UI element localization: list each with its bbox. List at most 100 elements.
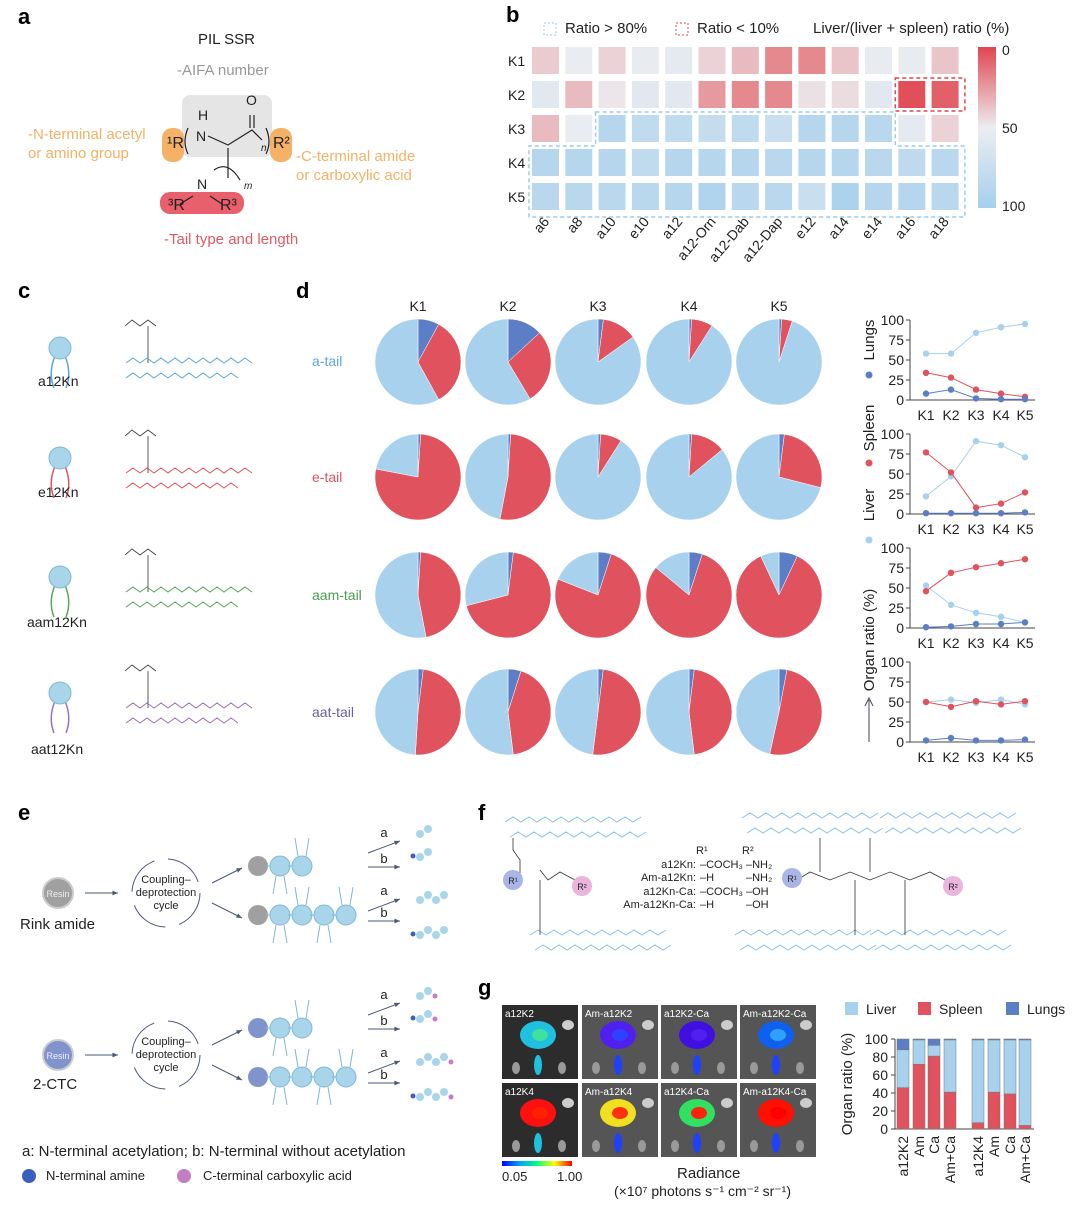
bar-a12K4-4-lungs bbox=[971, 1038, 985, 1041]
point-a-tail-lungs-K1 bbox=[922, 390, 930, 397]
point-a-tail-liver-K4 bbox=[997, 324, 1005, 331]
product-b-long-ctc-n-amine bbox=[410, 1093, 416, 1099]
heatmap-cell-K1-e10 bbox=[631, 47, 659, 74]
lungs-organ bbox=[642, 1098, 654, 1108]
legend-c-terminal-acid: C-terminal carboxylic acid bbox=[203, 1168, 352, 1183]
arrow-ctc-0-head bbox=[394, 1002, 400, 1008]
product-a-long-ctc-c-acid bbox=[448, 1059, 454, 1065]
chain-long-rink-residue bbox=[335, 904, 357, 926]
line-chart-ytick-25: 25 bbox=[888, 600, 904, 616]
point-aat-tail-spleen-K2 bbox=[947, 703, 955, 710]
tail-label: -Tail type and length bbox=[164, 231, 299, 248]
step-label-rink: a bbox=[380, 883, 388, 898]
line-chart-ytick-100: 100 bbox=[881, 654, 905, 670]
lipid-label-aam12kn: aam12Kn bbox=[27, 614, 87, 630]
point-aat-tail-spleen-K1 bbox=[922, 698, 930, 706]
r-group-r2: –NH₂ bbox=[746, 872, 773, 884]
lipid-label-a12kn: a12Kn bbox=[38, 373, 79, 389]
arrow-rink-2-head bbox=[394, 898, 400, 904]
product-a-short-ctc-c-acid bbox=[432, 993, 438, 999]
line-aam-tail-spleen bbox=[925, 558, 1026, 592]
liver-signal-core bbox=[691, 1107, 707, 1119]
point-aam-tail-liver-K1 bbox=[922, 582, 930, 589]
pie-column-label-K5: K5 bbox=[770, 298, 787, 314]
heatmap-row-label-K3: K3 bbox=[508, 121, 525, 137]
line-chart-xtick-K3: K3 bbox=[967, 749, 984, 765]
organ bbox=[638, 1140, 646, 1152]
heatmap-cell-K3-a12-Orn bbox=[698, 115, 726, 142]
ivis-label-a12K4: a12K4 bbox=[505, 1087, 534, 1098]
liver-signal-core bbox=[532, 1029, 548, 1041]
bar-category-label-Ca: Ca bbox=[926, 1136, 942, 1154]
point-aat-tail-liver-K2 bbox=[947, 696, 955, 703]
panel-label-c: c bbox=[18, 278, 31, 303]
point-aam-tail-spleen-K1 bbox=[922, 588, 930, 595]
heatmap-cell-K4-e14 bbox=[865, 149, 892, 176]
legend-high-swatch bbox=[543, 22, 557, 36]
chain-short-ctc-tail bbox=[294, 999, 310, 1019]
arrow-to-long-ctc bbox=[211, 1064, 243, 1081]
tail-highlight bbox=[160, 192, 244, 214]
footnote-ab: a: N-terminal acetylation; b: N-terminal… bbox=[22, 1143, 406, 1160]
line-chart-xtick-K1: K1 bbox=[917, 521, 934, 537]
cycle-text-rink: Coupling– bbox=[141, 874, 191, 886]
organ bbox=[717, 1140, 725, 1152]
chain-long-rink-tail bbox=[272, 924, 288, 944]
bar-legend-swatch-liver bbox=[845, 1002, 858, 1015]
point-aam-tail-liver-K2 bbox=[947, 601, 955, 608]
spleen-signal bbox=[693, 1055, 701, 1075]
bar-Am-1-spleen bbox=[912, 1063, 926, 1130]
arrow-rink-3-head bbox=[394, 918, 400, 924]
arrow-ctc-0 bbox=[367, 1002, 401, 1016]
chain-short-rink-residue bbox=[291, 855, 313, 877]
pie-slice-aam-tail-K3-spleen bbox=[554, 553, 642, 639]
line-a-tail-liver bbox=[926, 323, 1026, 355]
lungs-organ bbox=[800, 1020, 812, 1030]
step-label-ctc: b bbox=[380, 1067, 387, 1082]
r-group-name: Am-a12Kn-Ca: bbox=[623, 899, 696, 911]
heatmap-cell-K4-a12 bbox=[665, 149, 693, 176]
heatmap-cell-K3-a12 bbox=[665, 115, 693, 142]
heatmap-cell-K5-a12-Orn bbox=[698, 183, 726, 210]
scale-max: 1.00 bbox=[557, 1169, 583, 1184]
lungs-organ bbox=[562, 1020, 574, 1030]
bar-Ca-6-liver bbox=[1003, 1039, 1017, 1095]
atom-r2: R² bbox=[273, 135, 291, 152]
heatmap-row-label-K1: K1 bbox=[508, 53, 525, 69]
pie-column-label-K4: K4 bbox=[680, 298, 697, 314]
ctc-label: 2-CTC bbox=[33, 1076, 78, 1093]
bar-Ca-2-lungs bbox=[927, 1038, 941, 1046]
heatmap-cell-K2-a18 bbox=[931, 81, 959, 108]
pie-slice-e-tail-K1-liver bbox=[375, 433, 419, 478]
pie-column-label-K1: K1 bbox=[409, 298, 426, 314]
lungs-organ bbox=[800, 1098, 812, 1108]
arrow-rink-0 bbox=[367, 840, 401, 854]
structure-tail-lower bbox=[125, 717, 239, 724]
step-label-ctc: a bbox=[380, 1045, 388, 1060]
organ bbox=[671, 1062, 679, 1074]
heatmap-cell-K5-e10 bbox=[631, 183, 659, 210]
heatmap-cell-K3-a8 bbox=[565, 115, 593, 142]
spleen-signal bbox=[772, 1133, 780, 1153]
n-terminal-line1: -N-terminal acetyl bbox=[28, 126, 146, 143]
organ bbox=[512, 1140, 520, 1152]
lipid-label-aat12kn: aat12Kn bbox=[31, 741, 84, 757]
organ bbox=[592, 1062, 600, 1074]
structure-backbone bbox=[124, 429, 157, 473]
chain-short-rink-tail bbox=[294, 837, 310, 857]
r1-highlight-tetra bbox=[782, 868, 802, 888]
point-aam-tail-spleen-K4 bbox=[997, 560, 1005, 567]
pie-slice-aam-tail-K3-liver bbox=[557, 551, 599, 596]
line-legend-dot-lungs bbox=[865, 371, 873, 379]
pie-slice-a-tail-K2-liver bbox=[464, 318, 531, 406]
bar-ytick-label-20: 20 bbox=[872, 1103, 888, 1119]
r-group-r2: –OH bbox=[746, 899, 769, 911]
bar-category-label-Am+Ca: Am+Ca bbox=[1017, 1136, 1033, 1183]
point-aam-tail-lungs-K5 bbox=[1021, 619, 1029, 626]
point-e-tail-lungs-K2 bbox=[947, 510, 955, 517]
atom-r3a: ³R bbox=[168, 197, 185, 214]
ratio-low-box bbox=[894, 77, 966, 112]
heatmap-cell-K4-e12 bbox=[798, 149, 826, 176]
tail-label-aat: aat-tail bbox=[312, 704, 355, 720]
r-group-row: a12Kn: –COCH₃ –NH₂ bbox=[592, 859, 782, 873]
